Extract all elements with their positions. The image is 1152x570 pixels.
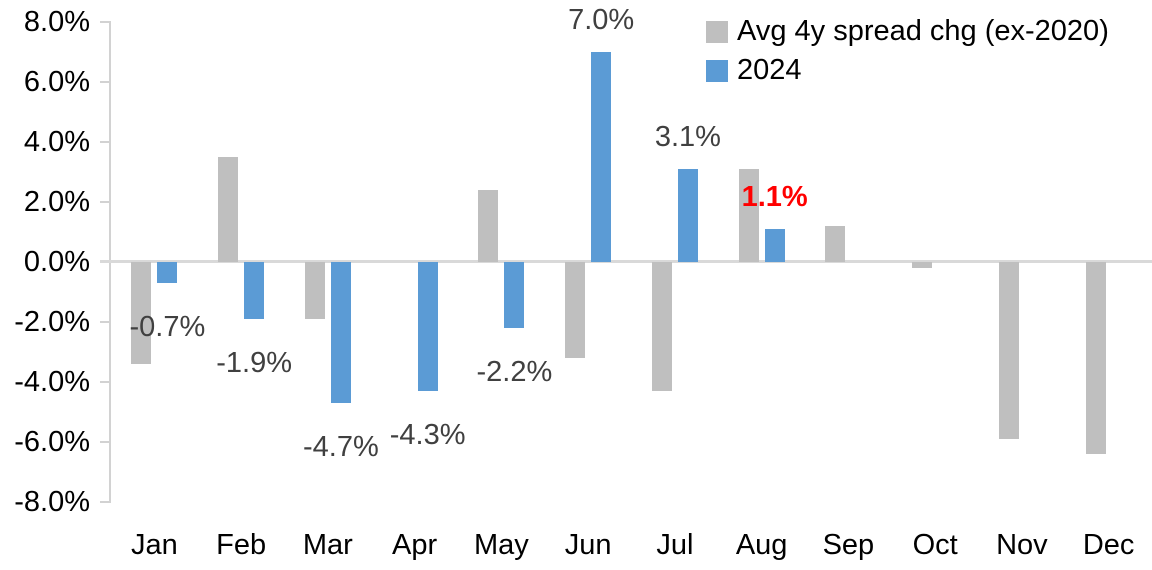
x-axis-label-may: May [473,529,529,561]
x-axis-label-dec: Dec [1082,529,1135,561]
x-axis-label-jul: Jul [656,529,694,561]
y-axis-tick-label: -2.0% [14,306,90,338]
y-tick-mark [100,141,111,143]
bar-avg-aug [738,169,759,262]
data-label-feb: -1.9% [216,347,292,379]
x-axis-label-sep: Sep [822,529,875,561]
bar-2024-jul [677,169,698,262]
y-axis-tick-label: 4.0% [23,126,90,158]
x-axis-label-jun: Jun [564,529,612,561]
data-label-jan: -0.7% [129,311,206,343]
y-axis-tick-label: -8.0% [14,486,90,518]
data-label-jun: 7.0% [568,4,635,36]
data-label-aug: 1.1% [741,181,808,213]
bar-avg-jul [651,262,672,391]
bar-avg-mar [304,262,325,319]
y-tick-mark [100,201,111,203]
y-tick-mark [100,381,111,383]
x-axis-label-jan: Jan [130,529,178,561]
x-axis-label-apr: Apr [392,529,438,561]
data-label-mar: -4.7% [302,431,379,463]
y-axis-tick-label: 0.0% [23,246,90,278]
chart-legend: Avg 4y spread chg (ex-2020) 2024 [706,12,1109,90]
x-axis-label-oct: Oct [912,529,958,561]
y-axis-tick-label: 2.0% [23,186,90,218]
legend-swatch-avg-spread [706,20,728,43]
bar-2024-feb [244,262,265,319]
bar-avg-may [478,190,499,262]
bar-avg-jun [565,262,586,358]
bar-2024-jun [591,52,612,262]
y-axis-tick-label: -4.0% [14,366,90,398]
data-label-may: -2.2% [476,356,553,388]
x-axis-label-mar: Mar [302,529,353,561]
legend-swatch-2024 [706,59,728,82]
bar-2024-aug [764,229,785,262]
legend-item-2024: 2024 [706,51,1109,90]
y-axis-tick-label: 6.0% [23,66,90,98]
x-axis-label-feb: Feb [216,529,267,561]
bar-2024-mar [330,262,351,403]
data-label-jul: 3.1% [654,121,721,153]
y-tick-mark [100,501,111,503]
y-tick-mark [100,441,111,443]
bar-avg-dec [1085,262,1106,454]
bar-2024-jan [157,262,178,283]
y-axis-tick-label: -6.0% [14,426,90,458]
data-label-apr: -4.3% [389,419,466,451]
y-tick-mark [100,321,111,323]
bar-2024-may [504,262,525,328]
y-tick-mark [100,81,111,83]
legend-label-avg-spread: Avg 4y spread chg (ex-2020) [737,15,1109,47]
bar-avg-nov [998,262,1019,439]
bar-avg-jan [131,262,152,364]
x-axis-zero-line [100,260,1152,263]
y-axis-tick-label: 8.0% [23,6,90,38]
y-tick-mark [100,21,111,23]
legend-label-2024: 2024 [737,54,802,86]
x-axis-label-aug: Aug [735,529,788,561]
x-axis-label-nov: Nov [996,529,1048,561]
bar-avg-oct [912,262,933,268]
bar-avg-feb [218,157,239,262]
bar-avg-sep [825,226,846,262]
legend-item-avg-spread: Avg 4y spread chg (ex-2020) [706,12,1109,51]
bar-2024-apr [417,262,438,391]
